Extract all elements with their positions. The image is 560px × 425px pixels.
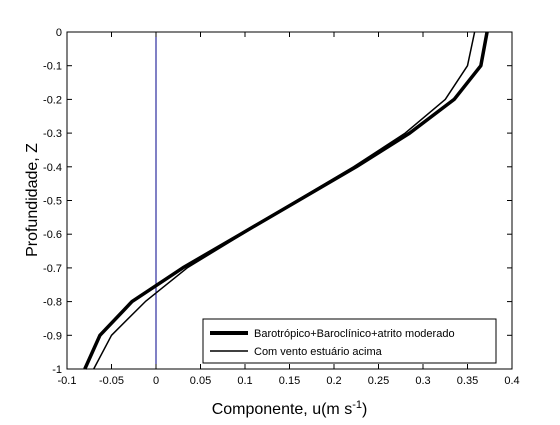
y-tick-label: -0.1 [43,61,62,73]
legend: Barotrópico+Baroclínico+atrito moderado … [202,318,497,364]
x-axis-label-main: Componente, u(m s [212,401,353,418]
y-tick-label: -1 [52,364,62,376]
y-tick-label: -0.2 [43,94,62,106]
y-tick-label: -0.4 [43,162,62,174]
x-tick-label: 0 [153,375,159,387]
y-tick-label: -0.3 [43,128,62,140]
x-tick-label: 0.25 [368,375,389,387]
x-axis-label: Componente, u(m s-1) [212,399,368,418]
x-tick-label: 0.1 [237,375,252,387]
x-tick-label: 0.05 [190,375,211,387]
x-tick-label: 0.4 [504,375,519,387]
x-tick-label: 0.15 [279,375,300,387]
y-axis-label: Profundidade, Z [24,143,41,257]
y-tick-label: -0.9 [43,330,62,342]
y-tick-label: -0.8 [43,297,62,309]
series-layer [83,31,489,370]
legend-box [202,318,497,364]
plot-area [67,32,512,369]
y-tick-label: -0.7 [43,263,62,275]
x-axis-label-superscript: -1 [352,399,362,411]
series-line-1 [83,31,489,370]
x-tick-label: 0.2 [326,375,341,387]
x-tick-label: 0.3 [415,375,430,387]
y-tick-label: -0.5 [43,196,62,208]
x-tick-label: -0.1 [58,375,77,387]
y-tick-label: 0 [56,27,62,39]
series-line-2 [93,31,476,370]
tick-layer: -0.1 -0.05 0 0.05 0.1 0.15 0.2 0.25 0.3 0.35 0.4 0 -… [43,27,520,387]
legend-label-series-1: Barotrópico+Baroclínico+atrito moderado [254,328,455,340]
x-tick-label: 0.35 [457,375,478,387]
x-tick-label: -0.05 [99,375,124,387]
x-axis-label-close: ) [362,401,367,418]
legend-label-series-2: Com vento estuário acima [254,346,383,358]
y-tick-label: -0.6 [43,229,62,241]
